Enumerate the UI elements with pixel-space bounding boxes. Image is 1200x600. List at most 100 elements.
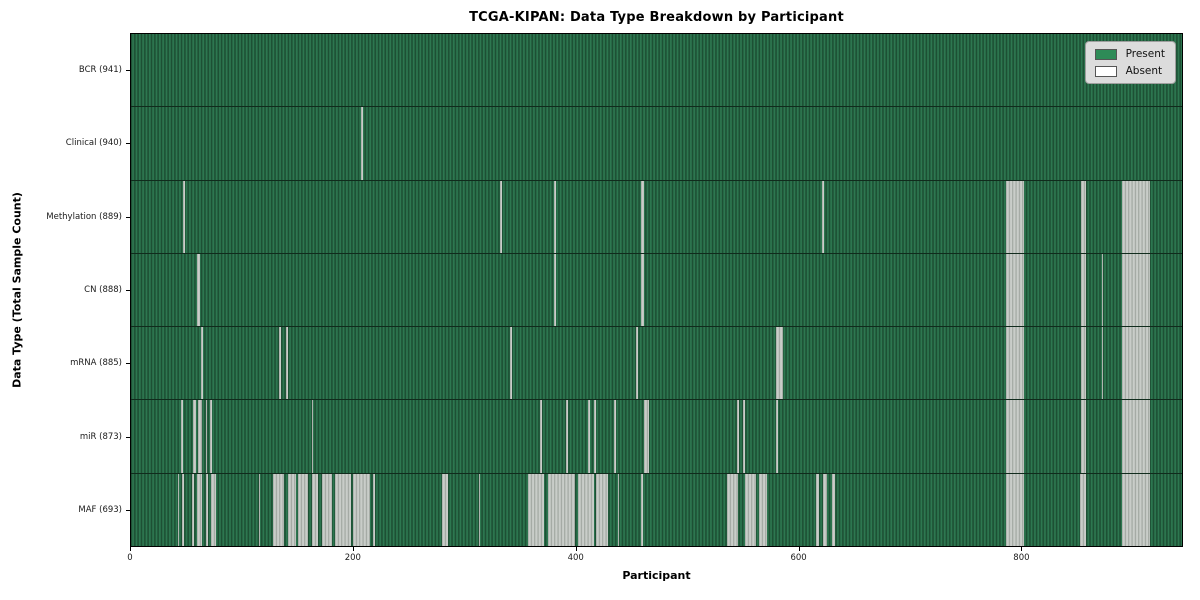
y-tick-mark	[126, 363, 130, 365]
absent-segment	[197, 400, 203, 473]
y-tick-label-maf: MAF (693)	[78, 505, 122, 516]
absent-segment	[1080, 400, 1087, 473]
y-tick-label-mir: miR (873)	[79, 431, 122, 442]
absent-segment	[297, 473, 308, 546]
absent-segment	[1121, 253, 1150, 327]
absent-segment	[312, 473, 318, 546]
heatmap-row-clinical	[131, 106, 1182, 180]
absent-segment	[334, 473, 352, 546]
absent-segment	[816, 473, 820, 546]
legend-label: Absent	[1125, 65, 1163, 77]
absent-segment	[595, 473, 609, 546]
absent-segment	[641, 473, 643, 546]
chart-title: TCGA-KIPAN: Data Type Breakdown by Parti…	[469, 10, 844, 25]
heatmap-rows	[131, 34, 1182, 546]
absent-segment	[1079, 473, 1087, 546]
absent-segment	[528, 473, 544, 546]
heatmap-row-mir	[131, 399, 1182, 473]
heatmap-row-cn	[131, 252, 1182, 327]
absent-segment	[193, 400, 196, 473]
absent-segment	[643, 400, 650, 473]
absent-segment	[1121, 327, 1150, 400]
absent-segment	[1006, 253, 1025, 327]
absent-segment	[211, 473, 216, 546]
absent-segment	[776, 400, 779, 473]
absent-segment	[540, 400, 543, 473]
absent-segment	[1006, 473, 1025, 546]
absent-segment	[273, 473, 285, 546]
absent-segment	[1080, 327, 1087, 400]
absent-segment	[258, 473, 261, 546]
absent-segment	[553, 180, 556, 253]
x-tick-mark	[798, 547, 800, 551]
absent-segment	[776, 327, 783, 400]
y-tick-mark	[126, 143, 130, 145]
absent-segment	[759, 473, 768, 546]
absent-segment	[744, 473, 757, 546]
heatmap-row-maf	[131, 472, 1182, 546]
absent-segment	[821, 180, 824, 253]
absent-segment	[278, 327, 282, 400]
x-tick-label: 200	[344, 553, 361, 563]
absent-segment	[1006, 180, 1025, 253]
absent-segment	[510, 327, 513, 400]
absent-segment	[192, 473, 195, 546]
absent-segment	[361, 107, 364, 180]
legend: Present Absent	[1084, 41, 1176, 84]
y-tick-mark	[126, 290, 130, 291]
heatmap-row-bcr	[131, 34, 1182, 107]
absent-segment	[1121, 473, 1150, 546]
x-axis-label: Participant	[622, 569, 691, 582]
y-tick-label-clinical: Clinical (940)	[65, 138, 122, 149]
x-tick-label: 400	[567, 553, 584, 563]
y-tick-label-bcr: BCR (941)	[78, 64, 122, 75]
absent-segment	[618, 473, 620, 546]
x-tick-mark	[575, 547, 577, 551]
legend-swatch-present	[1094, 48, 1117, 60]
absent-segment	[742, 400, 745, 473]
absent-segment	[196, 473, 203, 546]
absent-segment	[177, 473, 179, 546]
absent-segment	[1121, 180, 1150, 253]
absent-segment	[613, 400, 616, 473]
x-tick-label: 800	[1013, 553, 1030, 563]
legend-item-present: Present	[1094, 48, 1165, 60]
legend-label: Present	[1125, 48, 1165, 60]
absent-segment	[578, 473, 594, 546]
y-tick-mark	[126, 436, 130, 438]
absent-segment	[442, 473, 448, 546]
absent-segment	[373, 473, 375, 546]
y-tick-label-mrna: mRNA (885)	[70, 358, 122, 369]
absent-segment	[641, 253, 644, 327]
heatmap-row-methylation	[131, 179, 1182, 253]
absent-segment	[312, 400, 314, 473]
heatmap-row-mrna	[131, 326, 1182, 400]
x-tick-mark	[130, 547, 131, 551]
plot-area: Present Absent	[130, 33, 1183, 547]
absent-segment	[500, 180, 503, 253]
legend-swatch-absent	[1094, 65, 1117, 77]
absent-segment	[1006, 327, 1025, 400]
absent-segment	[205, 473, 208, 546]
absent-segment	[553, 253, 556, 327]
x-tick-mark	[352, 547, 354, 551]
absent-segment	[479, 473, 481, 546]
absent-segment	[1080, 253, 1087, 327]
absent-segment	[565, 400, 569, 473]
absent-segment	[182, 473, 185, 546]
absent-segment	[1101, 327, 1104, 400]
absent-segment	[1006, 400, 1025, 473]
y-tick-label-methylation: Methylation (889)	[46, 211, 122, 222]
absent-segment	[822, 473, 828, 546]
y-tick-mark	[126, 216, 130, 218]
absent-segment	[205, 400, 207, 473]
absent-segment	[1080, 180, 1087, 253]
legend-item-absent: Absent	[1094, 65, 1165, 77]
absent-segment	[588, 400, 591, 473]
absent-segment	[548, 473, 575, 546]
y-tick-mark	[126, 69, 130, 71]
x-tick-label: 0	[127, 553, 133, 563]
absent-segment	[181, 400, 184, 473]
absent-segment	[593, 400, 596, 473]
y-tick-label-cn: CN (888)	[84, 285, 122, 295]
